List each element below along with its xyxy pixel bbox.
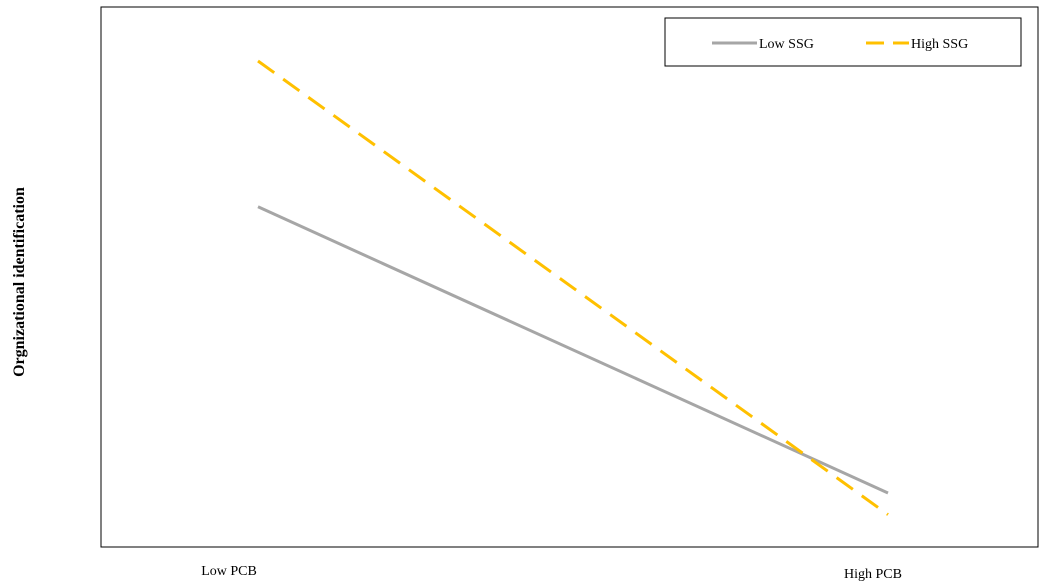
legend-label-high-ssg: High SSG (911, 37, 968, 52)
x-tick-label-high: High PCB (844, 567, 902, 582)
legend-label-low-ssg: Low SSG (759, 37, 814, 52)
y-axis-title: Orgnizational identification (11, 187, 28, 377)
plot-area (100, 6, 1039, 548)
series-line-low-ssg (257, 205, 889, 495)
series-layer (257, 59, 889, 516)
x-tick-label-low: Low PCB (201, 564, 257, 579)
legend: Low SSG High SSG (664, 17, 1022, 67)
series-line-high-ssg (257, 59, 889, 516)
